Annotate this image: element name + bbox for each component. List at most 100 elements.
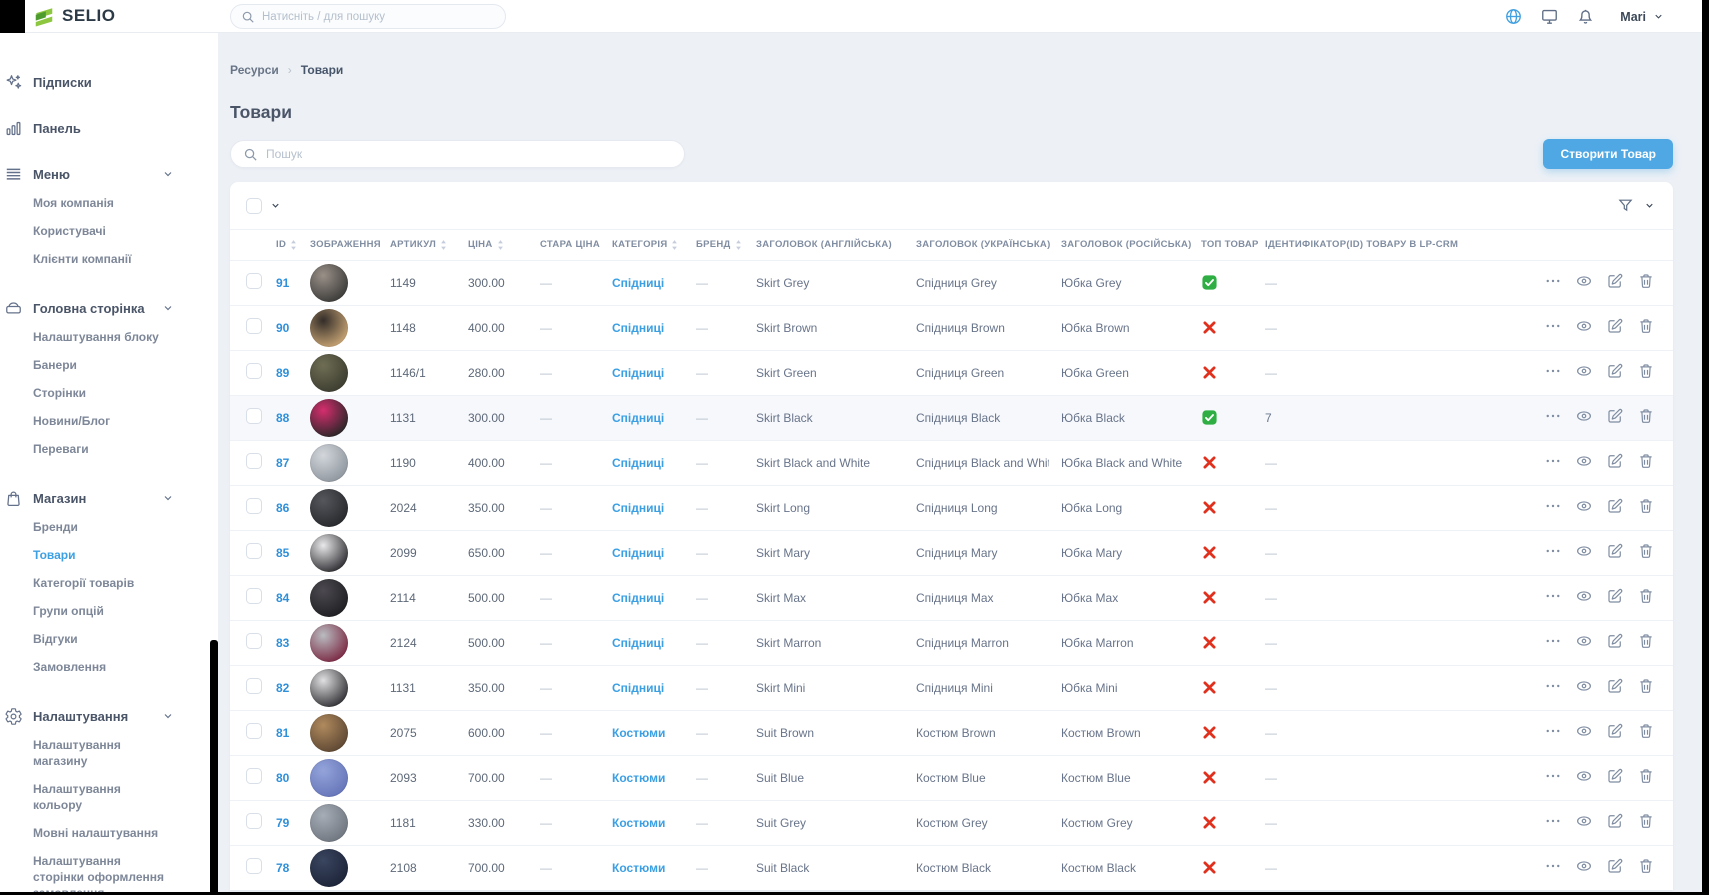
sidebar-subitem[interactable]: Бренди — [33, 520, 78, 534]
product-category-link[interactable]: Спідниці — [612, 545, 665, 560]
product-category-link[interactable]: Спідниці — [612, 680, 665, 695]
row-checkbox[interactable] — [246, 633, 262, 649]
row-edit-button[interactable] — [1606, 452, 1624, 470]
row-checkbox[interactable] — [246, 588, 262, 604]
filter-icon[interactable] — [1617, 197, 1634, 214]
row-delete-button[interactable] — [1637, 857, 1655, 875]
sidebar-item-menu[interactable]: Меню — [4, 163, 218, 185]
product-category-link[interactable]: Костюми — [612, 815, 666, 830]
product-category-link[interactable]: Спідниці — [612, 320, 665, 335]
row-edit-button[interactable] — [1606, 722, 1624, 740]
row-edit-button[interactable] — [1606, 317, 1624, 335]
product-image[interactable] — [310, 353, 348, 392]
product-id-link[interactable]: 85 — [276, 545, 290, 560]
sidebar-item-homepage[interactable]: Головна сторінка — [4, 297, 218, 319]
sort-icon[interactable] — [735, 239, 742, 251]
column-header[interactable]: АРТИКУЛ — [378, 230, 456, 260]
row-more-button[interactable] — [1544, 452, 1562, 470]
row-checkbox[interactable] — [246, 723, 262, 739]
row-edit-button[interactable] — [1606, 857, 1624, 875]
column-header[interactable]: ЦІНА — [456, 230, 528, 260]
sidebar-subitem[interactable]: Новини/Блог — [33, 414, 111, 428]
row-edit-button[interactable] — [1606, 587, 1624, 605]
product-id-link[interactable]: 89 — [276, 365, 290, 380]
row-more-button[interactable] — [1544, 587, 1562, 605]
column-header[interactable]: КАТЕГОРІЯ — [600, 230, 684, 260]
product-id-link[interactable]: 83 — [276, 635, 290, 650]
products-search-input[interactable] — [266, 147, 672, 161]
sidebar-subitem[interactable]: Переваги — [33, 442, 89, 456]
product-id-link[interactable]: 88 — [276, 410, 290, 425]
sidebar-subitem[interactable]: Налаштування блоку — [33, 330, 159, 344]
sidebar-subitem[interactable]: Моя компанія — [33, 196, 114, 210]
product-image[interactable] — [310, 848, 348, 887]
sidebar-subitem[interactable]: Налаштування сторінки оформлення замовле… — [33, 854, 165, 895]
row-more-button[interactable] — [1544, 317, 1562, 335]
row-delete-button[interactable] — [1637, 587, 1655, 605]
product-image[interactable] — [310, 398, 348, 437]
bulk-select-checkbox[interactable] — [246, 197, 262, 214]
row-edit-button[interactable] — [1606, 677, 1624, 695]
row-delete-button[interactable] — [1637, 677, 1655, 695]
global-search[interactable] — [230, 4, 506, 29]
bulk-select-chevron-icon[interactable] — [270, 200, 281, 211]
row-checkbox[interactable] — [246, 363, 262, 379]
monitor-icon[interactable] — [1540, 7, 1559, 26]
product-image[interactable] — [310, 758, 348, 797]
row-view-button[interactable] — [1575, 722, 1593, 740]
product-id-link[interactable]: 84 — [276, 590, 290, 605]
product-category-link[interactable]: Спідниці — [612, 590, 665, 605]
row-view-button[interactable] — [1575, 632, 1593, 650]
row-more-button[interactable] — [1544, 677, 1562, 695]
row-more-button[interactable] — [1544, 632, 1562, 650]
row-edit-button[interactable] — [1606, 497, 1624, 515]
row-view-button[interactable] — [1575, 677, 1593, 695]
row-view-button[interactable] — [1575, 542, 1593, 560]
sidebar-item-dashboard[interactable]: Панель — [4, 117, 218, 139]
row-edit-button[interactable] — [1606, 542, 1624, 560]
row-more-button[interactable] — [1544, 497, 1562, 515]
row-more-button[interactable] — [1544, 857, 1562, 875]
row-checkbox[interactable] — [246, 498, 262, 514]
sidebar-subitem[interactable]: Користувачі — [33, 224, 106, 238]
row-delete-button[interactable] — [1637, 767, 1655, 785]
row-more-button[interactable] — [1544, 722, 1562, 740]
row-more-button[interactable] — [1544, 812, 1562, 830]
product-image[interactable] — [310, 668, 348, 707]
row-delete-button[interactable] — [1637, 722, 1655, 740]
filter-chevron-icon[interactable] — [1644, 200, 1655, 211]
product-id-link[interactable]: 81 — [276, 725, 290, 740]
sidebar-subitem[interactable]: Мовні налаштування — [33, 826, 159, 840]
product-image[interactable] — [310, 623, 348, 662]
bell-icon[interactable] — [1576, 7, 1595, 26]
sidebar-subitem[interactable]: Банери — [33, 358, 77, 372]
product-image[interactable] — [310, 308, 348, 347]
sidebar-subitem[interactable]: Налаштування кольору — [33, 782, 121, 812]
row-more-button[interactable] — [1544, 542, 1562, 560]
row-view-button[interactable] — [1575, 857, 1593, 875]
row-delete-button[interactable] — [1637, 362, 1655, 380]
row-checkbox[interactable] — [246, 273, 262, 289]
row-checkbox[interactable] — [246, 678, 262, 694]
sidebar-subitem[interactable]: Категорії товарів — [33, 576, 135, 590]
product-id-link[interactable]: 86 — [276, 500, 290, 515]
row-view-button[interactable] — [1575, 317, 1593, 335]
row-delete-button[interactable] — [1637, 632, 1655, 650]
sidebar-subitem[interactable]: Сторінки — [33, 386, 87, 400]
product-id-link[interactable]: 80 — [276, 770, 290, 785]
row-view-button[interactable] — [1575, 362, 1593, 380]
product-category-link[interactable]: Спідниці — [612, 500, 665, 515]
row-view-button[interactable] — [1575, 497, 1593, 515]
product-image[interactable] — [310, 488, 348, 527]
user-menu[interactable]: Mari — [1620, 10, 1664, 24]
sidebar-subitem[interactable]: Відгуки — [33, 632, 78, 646]
sidebar-subitem[interactable]: Замовлення — [33, 660, 107, 674]
row-delete-button[interactable] — [1637, 407, 1655, 425]
product-category-link[interactable]: Костюми — [612, 770, 666, 785]
product-category-link[interactable]: Костюми — [612, 860, 666, 875]
sidebar-item-settings[interactable]: Налаштування — [4, 705, 218, 727]
row-checkbox[interactable] — [246, 408, 262, 424]
row-edit-button[interactable] — [1606, 812, 1624, 830]
row-checkbox[interactable] — [246, 543, 262, 559]
row-checkbox[interactable] — [246, 813, 262, 829]
